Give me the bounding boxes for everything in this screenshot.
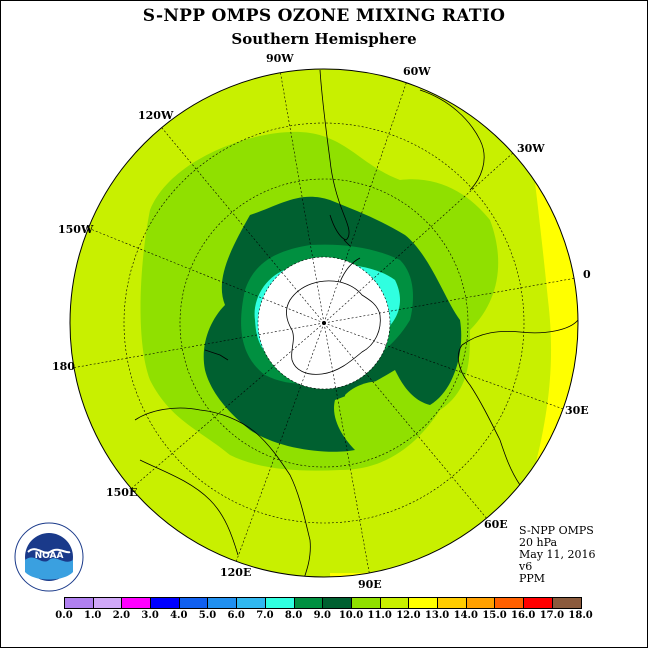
info-instrument: S-NPP OMPS bbox=[519, 524, 594, 537]
colorbar-swatch bbox=[122, 598, 152, 608]
colorbar-swatch bbox=[351, 598, 381, 608]
colorbar-labels: 0.0 1.0 2.0 3.0 4.0 5.0 6.0 7.0 8.0 9.0 10.0 11.0 12… bbox=[55, 610, 595, 624]
colorbar-tick-label: 9.0 bbox=[313, 610, 331, 621]
colorbar-swatch bbox=[179, 598, 209, 608]
logo-text: NOAA bbox=[35, 551, 64, 561]
meridian-grid bbox=[71, 69, 577, 577]
lon-label-30e: 30E bbox=[565, 404, 589, 417]
new-zealand-outline bbox=[139, 459, 239, 556]
map-boundary bbox=[69, 68, 579, 578]
colorbar-tick-label: 13.0 bbox=[424, 610, 450, 621]
colorbar-tick-label: 11.0 bbox=[367, 610, 392, 621]
colorbar-tick-label: 10.0 bbox=[338, 610, 364, 621]
colorbar-tick-label: 8.0 bbox=[284, 610, 303, 621]
map-title: S-NPP OMPS OZONE MIXING RATIO bbox=[142, 6, 506, 26]
colorbar bbox=[64, 597, 583, 609]
south-pole-marker bbox=[322, 321, 326, 325]
info-block: S-NPP OMPS 20 hPa May 11, 2016 v6 PPM bbox=[519, 525, 596, 585]
ross-ice-outline bbox=[204, 349, 229, 361]
latitude-circle-40s bbox=[123, 122, 525, 524]
colorbar-swatch bbox=[409, 598, 438, 608]
colorbar-swatch bbox=[65, 598, 94, 608]
latitude-circle-60s bbox=[179, 178, 469, 468]
lon-label-90e: 90E bbox=[358, 578, 382, 591]
colorbar-swatch bbox=[151, 598, 180, 608]
ozone-field-11ppm-island bbox=[345, 381, 402, 419]
colorbar-swatch bbox=[495, 598, 524, 608]
lon-label-120e: 120E bbox=[220, 566, 251, 579]
lon-label-0: 0 bbox=[583, 268, 591, 281]
lon-label-90w: 90W bbox=[266, 52, 294, 65]
antarctica-outline bbox=[286, 257, 381, 375]
colorbar-swatch bbox=[237, 598, 266, 608]
lon-label-180: 180 bbox=[52, 360, 75, 373]
lon-label-120w: 120W bbox=[138, 109, 174, 122]
lon-label-60w: 60W bbox=[403, 65, 431, 78]
latitude-circle-80s bbox=[257, 256, 391, 390]
south-america-outline bbox=[319, 69, 351, 247]
colorbar-swatch bbox=[294, 598, 324, 608]
colorbar-swatch bbox=[437, 598, 467, 608]
colorbar-tick-label: 6.0 bbox=[227, 610, 245, 621]
lon-label-30w: 30W bbox=[517, 142, 545, 155]
colorbar-swatch bbox=[552, 598, 582, 608]
colorbar-swatch bbox=[524, 598, 553, 608]
lon-label-150w: 150W bbox=[58, 223, 94, 236]
africa-outline bbox=[457, 319, 578, 486]
colorbar-swatch bbox=[93, 598, 123, 608]
colorbar-tick-label: 1.0 bbox=[83, 610, 102, 621]
colorbar-tick-label: 18.0 bbox=[568, 610, 593, 621]
colorbar-swatch bbox=[208, 598, 238, 608]
noaa-logo-icon: NOAA bbox=[14, 522, 84, 592]
colorbar-swatch bbox=[265, 598, 295, 608]
info-date: May 11, 2016 bbox=[519, 548, 596, 561]
colorbar-tick-label: 4.0 bbox=[170, 610, 188, 621]
colorbar-tick-label: 14.0 bbox=[453, 610, 478, 621]
colorbar-tick-label: 15.0 bbox=[482, 610, 507, 621]
colorbar-tick-label: 17.0 bbox=[539, 610, 565, 621]
colorbar-swatch bbox=[380, 598, 410, 608]
info-level: 20 hPa bbox=[519, 536, 558, 549]
coastline-south-atlantic bbox=[419, 89, 485, 191]
info-units: PPM bbox=[519, 572, 546, 585]
colorbar-tick-label: 7.0 bbox=[256, 610, 274, 621]
colorbar-tick-label: 5.0 bbox=[198, 610, 217, 621]
info-version: v6 bbox=[519, 560, 533, 573]
australia-outline bbox=[134, 407, 311, 577]
lon-label-60e: 60E bbox=[484, 518, 508, 531]
colorbar-tick-label: 0.0 bbox=[55, 610, 73, 621]
colorbar-swatch bbox=[466, 598, 496, 608]
colorbar-tick-label: 3.0 bbox=[141, 610, 159, 621]
colorbar-tick-label: 16.0 bbox=[511, 610, 536, 621]
map-subtitle: Southern Hemisphere bbox=[231, 30, 417, 48]
colorbar-swatch bbox=[323, 598, 352, 608]
colorbar-tick-label: 2.0 bbox=[112, 610, 131, 621]
lon-label-150e: 150E bbox=[106, 486, 137, 499]
colorbar-tick-label: 12.0 bbox=[396, 610, 421, 621]
